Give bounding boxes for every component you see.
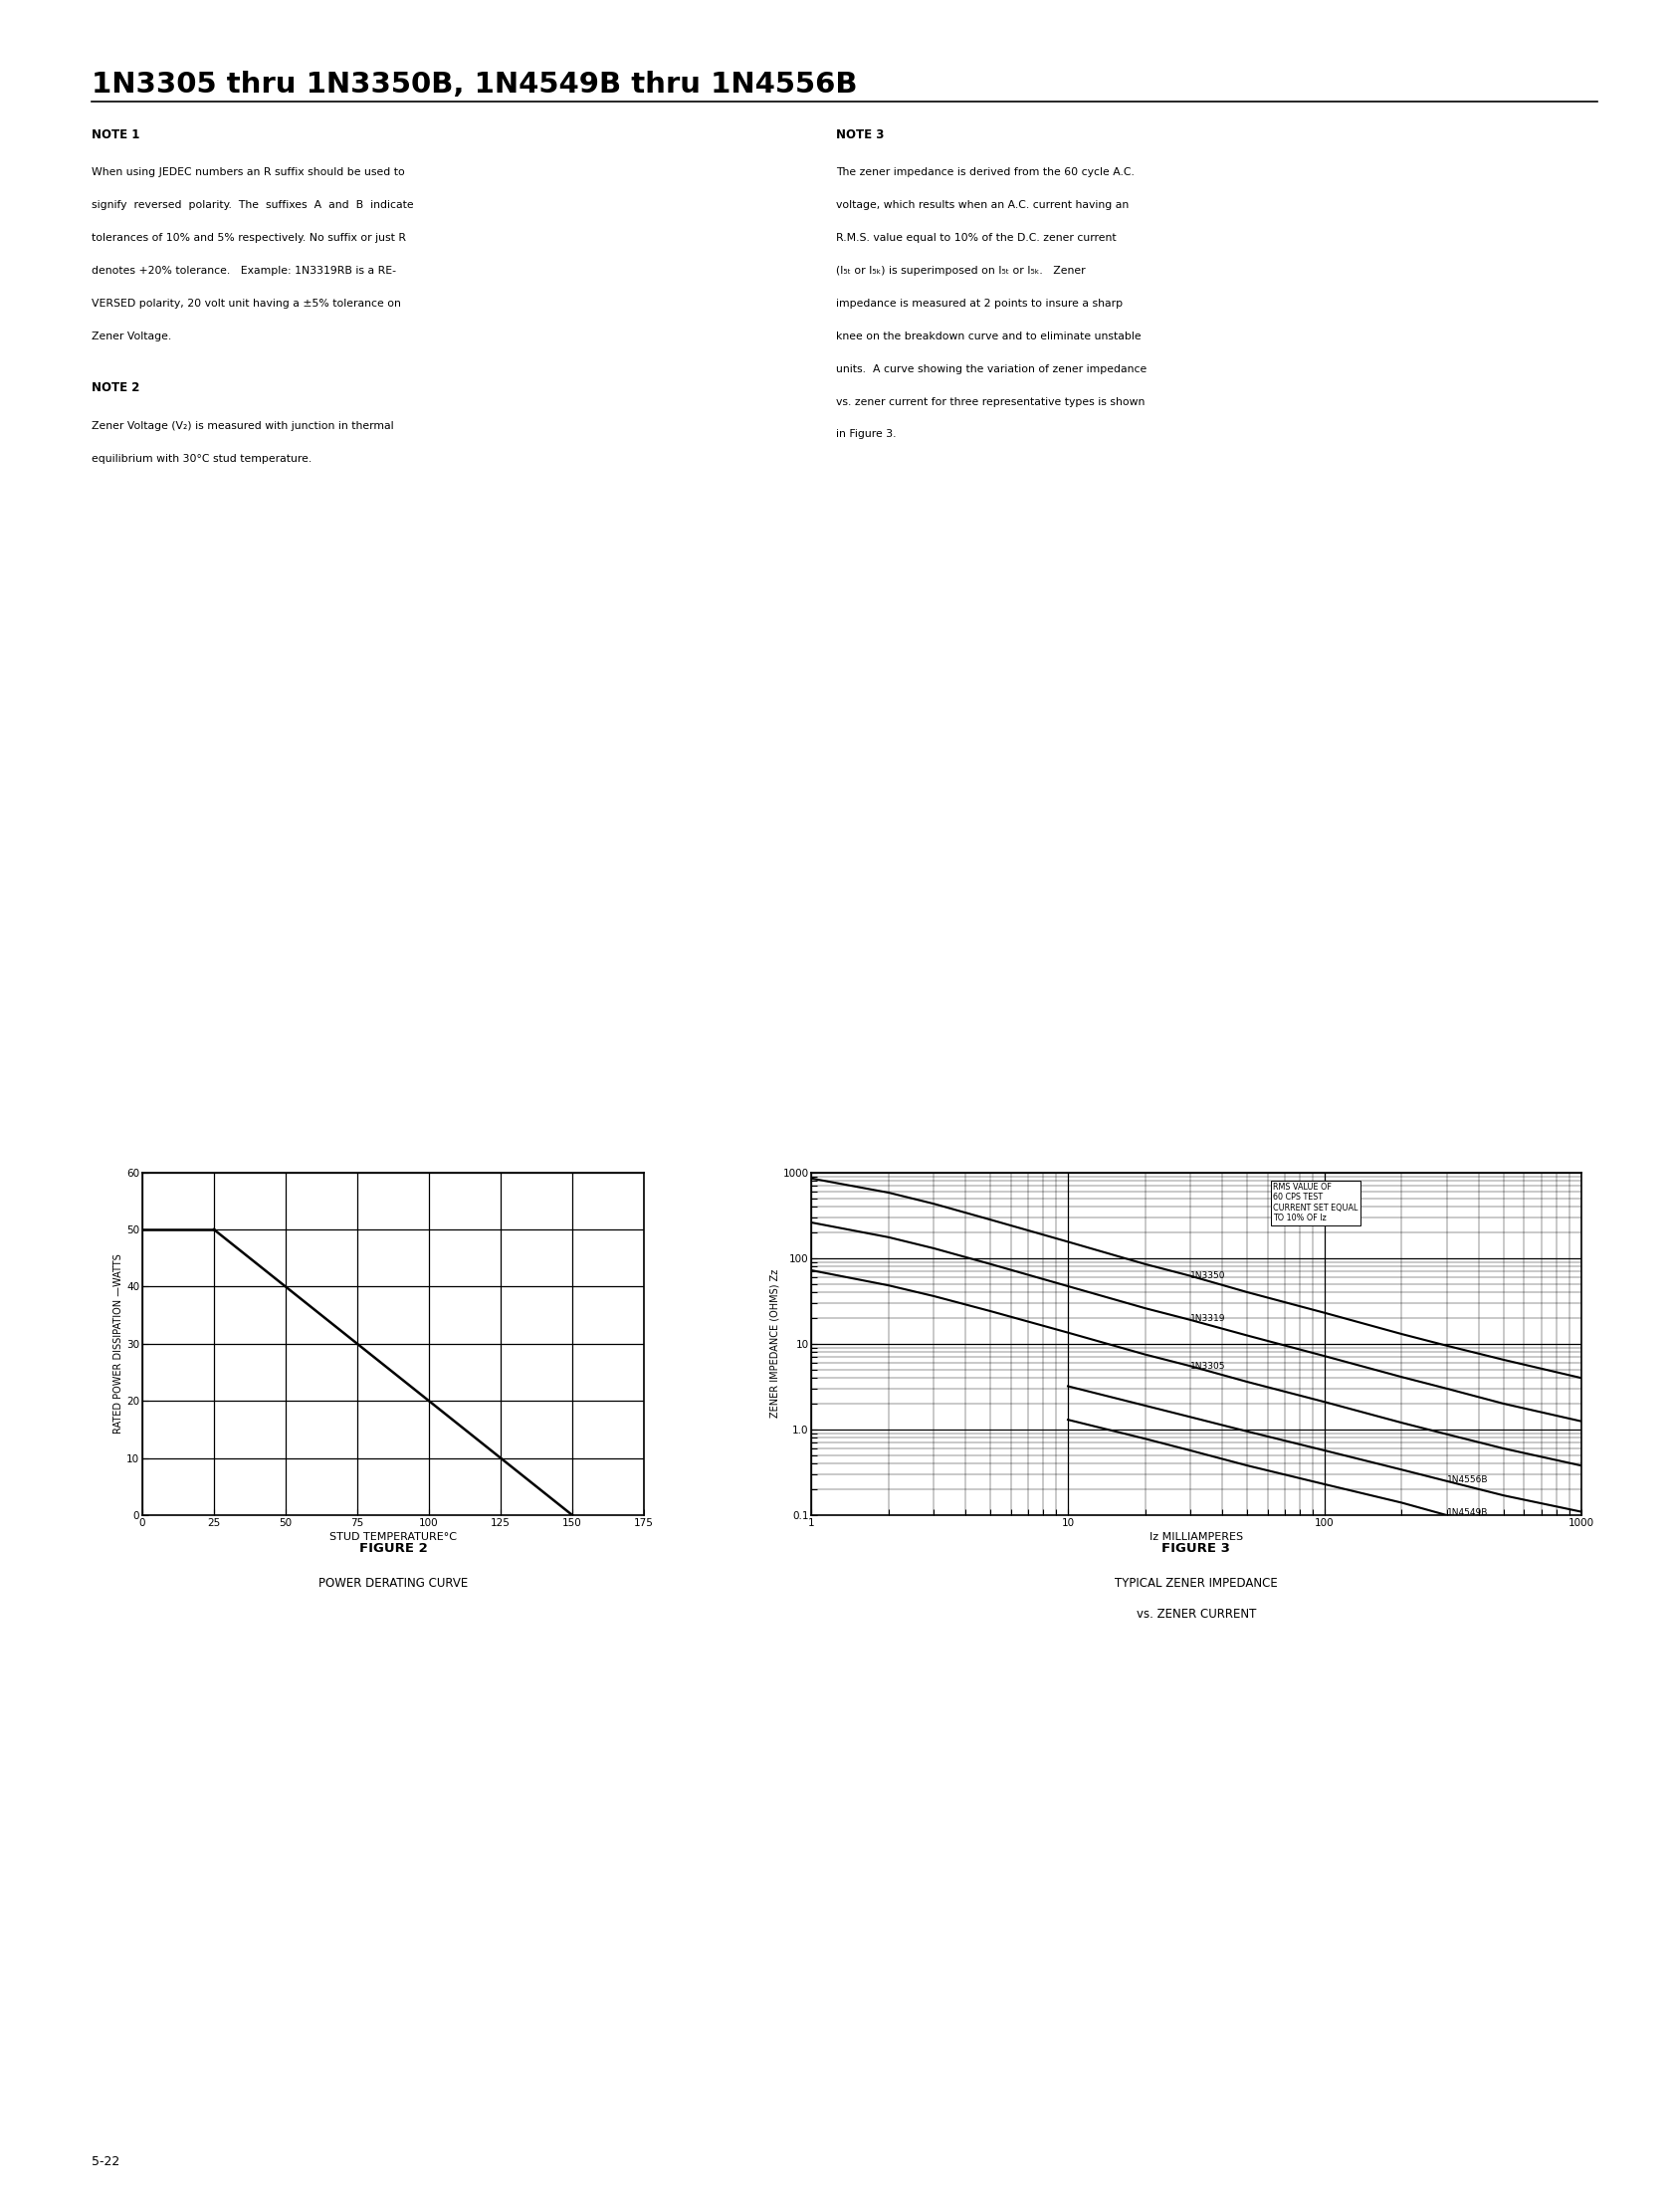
Text: 1N3305: 1N3305 — [1189, 1363, 1226, 1371]
Text: 1N3350: 1N3350 — [1189, 1272, 1226, 1281]
Text: equilibrium with 30°C stud temperature.: equilibrium with 30°C stud temperature. — [92, 453, 313, 465]
Text: 1N4549B: 1N4549B — [1446, 1509, 1486, 1517]
Text: When using JEDEC numbers an R suffix should be used to: When using JEDEC numbers an R suffix sho… — [92, 168, 405, 177]
Y-axis label: ZENER IMPEDANCE (OHMS) Zz: ZENER IMPEDANCE (OHMS) Zz — [769, 1270, 779, 1418]
Text: vs. ZENER CURRENT: vs. ZENER CURRENT — [1135, 1608, 1256, 1621]
Text: units.  A curve showing the variation of zener impedance: units. A curve showing the variation of … — [836, 365, 1147, 374]
Text: voltage, which results when an A.C. current having an: voltage, which results when an A.C. curr… — [836, 201, 1129, 210]
Text: R.M.S. value equal to 10% of the D.C. zener current: R.M.S. value equal to 10% of the D.C. ze… — [836, 232, 1117, 243]
Text: vs. zener current for three representative types is shown: vs. zener current for three representati… — [836, 396, 1145, 407]
Text: 1N3305 thru 1N3350B, 1N4549B thru 1N4556B: 1N3305 thru 1N3350B, 1N4549B thru 1N4556… — [92, 71, 858, 100]
Text: Zener Voltage (V₂) is measured with junction in thermal: Zener Voltage (V₂) is measured with junc… — [92, 420, 395, 431]
Text: 1N4556B: 1N4556B — [1446, 1475, 1488, 1484]
Text: knee on the breakdown curve and to eliminate unstable: knee on the breakdown curve and to elimi… — [836, 332, 1140, 341]
Text: tolerances of 10% and 5% respectively. No suffix or just R: tolerances of 10% and 5% respectively. N… — [92, 232, 406, 243]
Text: 1N3319: 1N3319 — [1189, 1314, 1226, 1323]
Text: in Figure 3.: in Figure 3. — [836, 429, 896, 440]
Text: The zener impedance is derived from the 60 cycle A.C.: The zener impedance is derived from the … — [836, 168, 1134, 177]
Text: (I₅ₜ or I₅ₖ) is superimposed on I₅ₜ or I₅ₖ.   Zener: (I₅ₜ or I₅ₖ) is superimposed on I₅ₜ or I… — [836, 265, 1085, 276]
Text: POWER DERATING CURVE: POWER DERATING CURVE — [318, 1577, 468, 1590]
Text: RMS VALUE OF
60 CPS TEST
CURRENT SET EQUAL
TO 10% OF Iz: RMS VALUE OF 60 CPS TEST CURRENT SET EQU… — [1272, 1183, 1358, 1223]
Text: signify  reversed  polarity.  The  suffixes  A  and  B  indicate: signify reversed polarity. The suffixes … — [92, 201, 415, 210]
Text: 5-22: 5-22 — [92, 2154, 120, 2168]
X-axis label: STUD TEMPERATURE°C: STUD TEMPERATURE°C — [329, 1533, 456, 1542]
Text: denotes +20% tolerance.   Example: 1N3319RB is a RE-: denotes +20% tolerance. Example: 1N3319R… — [92, 265, 396, 276]
Text: FIGURE 2: FIGURE 2 — [359, 1542, 426, 1555]
Text: FIGURE 3: FIGURE 3 — [1162, 1542, 1229, 1555]
X-axis label: Iz MILLIAMPERES: Iz MILLIAMPERES — [1149, 1533, 1242, 1542]
Text: VERSED polarity, 20 volt unit having a ±5% tolerance on: VERSED polarity, 20 volt unit having a ±… — [92, 299, 401, 307]
Text: NOTE 2: NOTE 2 — [92, 383, 140, 394]
Text: impedance is measured at 2 points to insure a sharp: impedance is measured at 2 points to ins… — [836, 299, 1122, 307]
Text: NOTE 1: NOTE 1 — [92, 128, 140, 142]
Text: TYPICAL ZENER IMPEDANCE: TYPICAL ZENER IMPEDANCE — [1114, 1577, 1277, 1590]
Y-axis label: RATED POWER DISSIPATION —WATTS: RATED POWER DISSIPATION —WATTS — [114, 1254, 124, 1433]
Text: NOTE 3: NOTE 3 — [836, 128, 884, 142]
Text: Zener Voltage.: Zener Voltage. — [92, 332, 172, 341]
